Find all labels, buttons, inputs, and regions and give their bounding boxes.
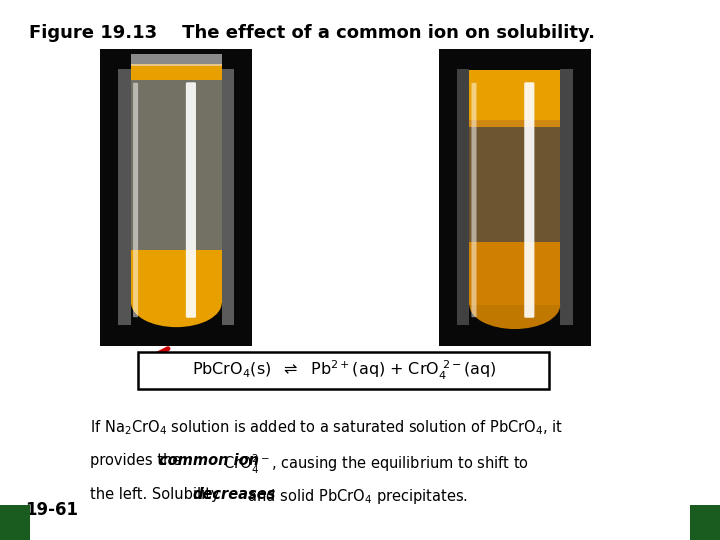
Text: PbCrO$_4$(s)  $\rightleftharpoons$  Pb$^{2+}$(aq) + CrO$_4^{\ 2-}$(aq): PbCrO$_4$(s) $\rightleftharpoons$ Pb$^{2… xyxy=(192,359,496,382)
Text: CrO$_4^{2-}$, causing the equilibrium to shift to: CrO$_4^{2-}$, causing the equilibrium to… xyxy=(219,453,529,476)
FancyBboxPatch shape xyxy=(469,242,560,305)
FancyBboxPatch shape xyxy=(690,505,720,540)
Text: decreases: decreases xyxy=(193,487,276,502)
FancyBboxPatch shape xyxy=(472,83,477,317)
FancyBboxPatch shape xyxy=(469,70,560,127)
FancyBboxPatch shape xyxy=(469,127,560,244)
FancyBboxPatch shape xyxy=(131,54,222,66)
FancyBboxPatch shape xyxy=(131,249,222,302)
FancyBboxPatch shape xyxy=(118,69,131,326)
Text: common ion: common ion xyxy=(159,453,259,468)
FancyBboxPatch shape xyxy=(222,69,235,326)
FancyBboxPatch shape xyxy=(456,69,469,326)
FancyBboxPatch shape xyxy=(439,49,590,346)
FancyBboxPatch shape xyxy=(0,505,30,540)
FancyBboxPatch shape xyxy=(186,82,196,318)
Text: and solid PbCrO$_4$ precipitates.: and solid PbCrO$_4$ precipitates. xyxy=(243,487,467,505)
FancyBboxPatch shape xyxy=(131,80,222,249)
FancyBboxPatch shape xyxy=(131,64,222,80)
Ellipse shape xyxy=(131,278,222,327)
Text: Figure 19.13    The effect of a common ion on solubility.: Figure 19.13 The effect of a common ion … xyxy=(29,24,595,42)
Ellipse shape xyxy=(469,281,560,329)
Text: the left. Solubility: the left. Solubility xyxy=(90,487,224,502)
FancyBboxPatch shape xyxy=(469,120,560,127)
Text: 19-61: 19-61 xyxy=(25,502,78,519)
FancyBboxPatch shape xyxy=(138,352,549,389)
FancyBboxPatch shape xyxy=(560,69,573,326)
FancyBboxPatch shape xyxy=(101,49,253,346)
FancyBboxPatch shape xyxy=(133,83,138,317)
Text: provides the: provides the xyxy=(90,453,186,468)
Text: If Na$_2$CrO$_4$ solution is added to a saturated solution of PbCrO$_4$, it: If Na$_2$CrO$_4$ solution is added to a … xyxy=(90,418,563,437)
FancyBboxPatch shape xyxy=(524,82,534,318)
